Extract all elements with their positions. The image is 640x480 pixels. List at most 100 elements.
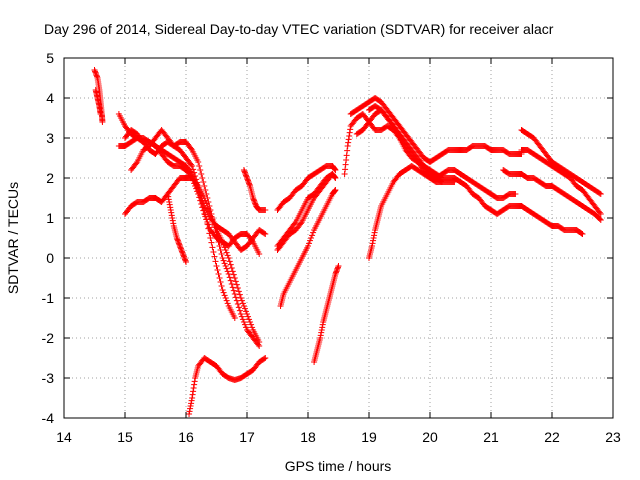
data-point (244, 175, 250, 181)
data-point (239, 300, 246, 307)
data-point (370, 237, 377, 244)
data-point (256, 251, 263, 257)
data-point (228, 265, 235, 271)
data-point (191, 169, 198, 176)
data-point (92, 68, 99, 75)
data-point (241, 321, 248, 328)
data-point (305, 243, 311, 249)
data-point (238, 313, 245, 320)
data-point (512, 191, 519, 197)
data-point (218, 283, 225, 289)
data-point (186, 411, 193, 417)
data-point (596, 209, 603, 216)
data-point (167, 207, 174, 213)
data-point (204, 221, 211, 227)
y-tick-label: 5 (46, 50, 54, 66)
data-point (310, 229, 317, 236)
data-point (308, 235, 315, 241)
data-point (133, 160, 140, 167)
data-point (97, 111, 104, 117)
data-point (237, 295, 244, 301)
data-point (196, 163, 203, 169)
data-point (176, 243, 183, 249)
data-point (213, 263, 220, 269)
data-point (245, 313, 252, 320)
data-point (215, 271, 222, 277)
data-point (216, 275, 223, 281)
data-point (346, 129, 353, 136)
data-point (344, 143, 351, 149)
data-point (239, 316, 246, 323)
data-point (178, 247, 185, 253)
data-point (225, 255, 232, 261)
data-point (246, 180, 253, 187)
data-point (236, 291, 243, 298)
x-tick-label: 20 (422, 429, 438, 445)
data-point (230, 271, 237, 278)
data-point (596, 190, 603, 197)
data-point (192, 173, 199, 179)
data-point (220, 241, 227, 248)
data-point (190, 385, 197, 391)
data-point (439, 179, 446, 185)
data-point (174, 237, 181, 244)
data-point (210, 249, 217, 255)
data-point (191, 378, 198, 385)
data-point (202, 197, 209, 204)
series-arc-t (366, 163, 446, 261)
data-point (221, 260, 228, 267)
data-point (317, 332, 324, 339)
data-point (220, 289, 227, 296)
data-point (209, 216, 216, 223)
data-point (223, 249, 230, 256)
data-point (204, 203, 211, 209)
data-point (207, 235, 214, 241)
data-point (344, 147, 351, 154)
y-tick-label: 4 (46, 90, 54, 106)
data-point (93, 71, 100, 77)
data-point (187, 405, 194, 412)
data-point (332, 269, 339, 276)
data-point (188, 397, 195, 404)
data-point (175, 240, 182, 247)
data-point (206, 230, 213, 237)
data-point (201, 183, 208, 189)
data-point (232, 294, 239, 301)
y-tick-label: 0 (46, 250, 54, 266)
data-point (165, 196, 172, 203)
data-point (210, 219, 217, 225)
data-point (180, 252, 187, 259)
data-point (91, 67, 98, 73)
data-point (190, 166, 197, 173)
data-point (99, 119, 106, 125)
data-point (202, 187, 209, 193)
y-tick-label: -3 (42, 370, 55, 386)
data-point (597, 211, 604, 217)
x-axis-title: GPS time / hours (285, 458, 392, 474)
data-point (246, 316, 253, 323)
data-point (238, 297, 245, 304)
data-point (335, 263, 342, 269)
data-point (331, 174, 338, 181)
data-point (203, 216, 210, 223)
series-arc-b (92, 87, 104, 117)
data-point (241, 168, 248, 175)
data-point (191, 381, 198, 388)
data-point (217, 279, 224, 285)
data-point (342, 166, 349, 173)
data-point (219, 287, 226, 293)
data-point (371, 232, 378, 239)
data-point (234, 301, 241, 307)
data-point (166, 201, 173, 208)
data-point (332, 187, 339, 193)
y-tick-label: -2 (42, 330, 55, 346)
data-point (242, 171, 249, 177)
data-point (244, 311, 250, 317)
series-arc-q (347, 95, 525, 165)
data-point (329, 171, 336, 177)
data-point (307, 237, 314, 244)
data-point (181, 256, 188, 263)
data-point (230, 287, 237, 294)
data-point (199, 175, 206, 181)
data-point (190, 388, 197, 395)
